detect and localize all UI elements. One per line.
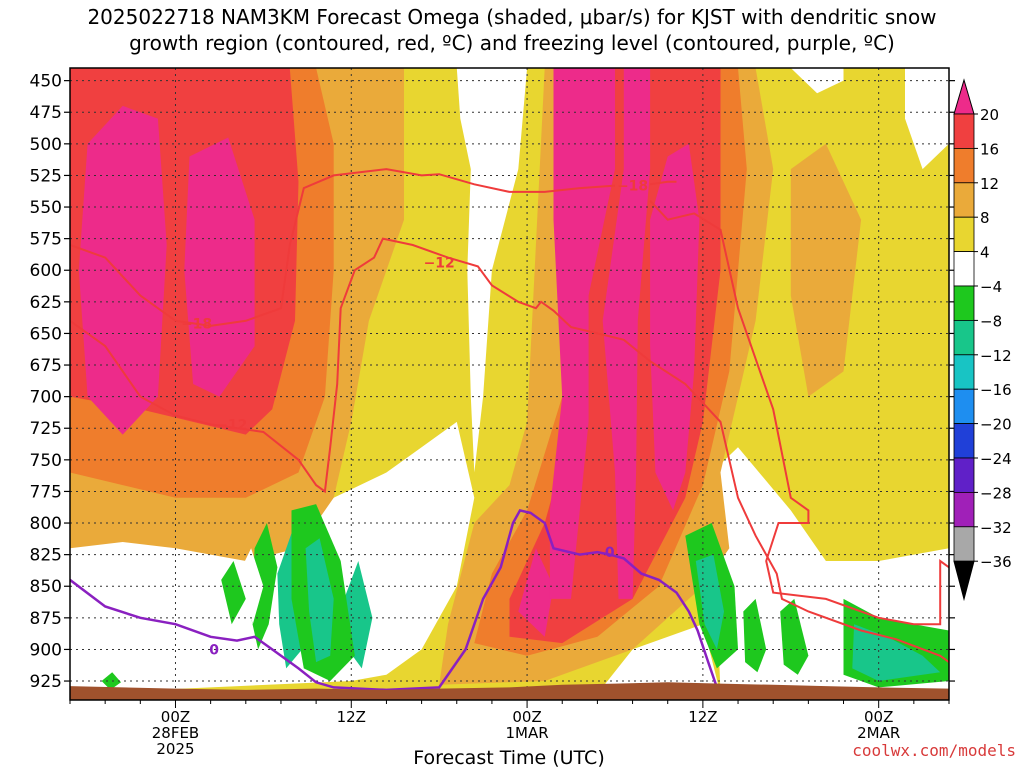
x-tick-label-0: 00Z: [161, 708, 190, 726]
dgz-contour-3: [70, 237, 949, 663]
colorbar-label-11: −28: [980, 484, 1012, 502]
dgz-contour-label-0: −18: [181, 316, 212, 332]
omega-weak-region-5: [790, 68, 844, 94]
omega-downward-region-1: [305, 538, 334, 663]
y-tick-label-625: 625: [30, 293, 62, 313]
x-tick-date-40: 2MAR: [857, 724, 900, 742]
colorbar-label-9: −20: [980, 416, 1012, 434]
x-tick-label-10: 12Z: [337, 708, 366, 726]
y-tick-label-450: 450: [30, 72, 62, 92]
colorbar-bin-4: [953, 216, 975, 252]
y-tick-label-875: 875: [30, 609, 62, 629]
y-tick-label-800: 800: [30, 514, 62, 534]
omega-weak-region-4: [597, 624, 721, 694]
omega-region-10: [602, 68, 651, 599]
dgz-contour-2: [649, 200, 949, 626]
omega-region-11: [650, 143, 700, 511]
dgz-contour-label-1: −18: [617, 179, 648, 195]
colorbar-bin-10: [953, 423, 975, 459]
colorbar-label-3: 8: [980, 209, 990, 227]
colorbar-top-arrow: [953, 78, 975, 115]
y-tick-label-675: 675: [30, 356, 62, 376]
colorbar-label-4: 4: [980, 244, 990, 262]
colorbar-bin-1: [953, 113, 975, 149]
omega-region-16: [412, 478, 448, 542]
colorbar-bin-9: [953, 388, 975, 425]
omega-region-9: [549, 68, 615, 599]
omega-downward-region-4: [743, 598, 767, 673]
omega-downward-region-5: [780, 598, 809, 675]
dgz-contour-1: [649, 180, 677, 186]
y-tick-label-725: 725: [30, 419, 62, 439]
freezing-level-contour: [70, 508, 725, 695]
omega-region-13: [368, 606, 404, 669]
y-tick-label-775: 775: [30, 482, 62, 502]
dgz-contour-label-4: −12: [424, 256, 455, 272]
y-tick-label-925: 925: [30, 672, 62, 692]
omega-region-20: [221, 561, 246, 625]
y-tick-label-575: 575: [30, 230, 62, 250]
x-tick-year-0: 2025: [156, 740, 194, 758]
omega-region-3: [78, 105, 167, 435]
colorbar-label-5: −4: [980, 278, 1002, 296]
y-tick-label-650: 650: [30, 324, 62, 344]
omega-weak-region-2: [456, 68, 528, 473]
plot-frame: [69, 67, 950, 701]
y-tick-label-850: 850: [30, 577, 62, 597]
colorbar-label-13: −36: [980, 553, 1012, 571]
colorbar-label-2: 12: [980, 175, 999, 193]
y-tick-label-525: 525: [30, 166, 62, 186]
y-tick-label-500: 500: [30, 135, 62, 155]
x-tick-label-30: 12Z: [688, 708, 717, 726]
omega-region-19: [101, 672, 121, 690]
omega-region-4: [184, 137, 255, 397]
x-axis-label: Forecast Time (UTC): [413, 747, 604, 768]
x-tick-label-40: 00Z: [864, 708, 893, 726]
colorbar-bin-2: [953, 147, 975, 184]
colorbar-bin-11: [953, 457, 975, 493]
colorbar-label-8: −16: [980, 381, 1012, 399]
y-tick-label-750: 750: [30, 451, 62, 471]
colorbar-bin-7: [953, 319, 975, 356]
x-tick-label-20: 00Z: [512, 708, 541, 726]
freezing-level-label-2: 0: [605, 545, 615, 561]
colorbar-bin-8: [953, 354, 975, 390]
colorbar-bin-3: [953, 182, 975, 218]
source-credit: coolwx.com/models: [852, 741, 1016, 760]
colorbar-label-10: −24: [980, 450, 1012, 468]
colorbar-bottom-arrow: [953, 560, 975, 602]
y-tick-label-825: 825: [30, 546, 62, 566]
colorbar-label-0: 20: [980, 106, 999, 124]
y-tick-label-700: 700: [30, 388, 62, 408]
colorbar-label-6: −8: [980, 312, 1002, 330]
y-tick-label-550: 550: [30, 198, 62, 218]
x-tick-date-20: 1MAR: [505, 724, 548, 742]
omega-downward-region-7: [852, 624, 941, 681]
dgz-contour-0: [70, 168, 616, 327]
chart-title-line-1: 2025022718 NAM3KM Forecast Omega (shaded…: [87, 5, 937, 29]
colorbar-bin-13: [953, 526, 975, 562]
x-tick-date-0: 28FEB: [152, 724, 199, 742]
dgz-contour-label-3: −12: [216, 417, 247, 433]
colorbar-label-7: −12: [980, 347, 1012, 365]
terrain-ground: [70, 682, 949, 700]
chart-title-line-2: growth region (contoured, red, ºC) and f…: [129, 31, 895, 55]
colorbar-label-1: 16: [980, 140, 999, 158]
freezing-level-label: 0: [209, 642, 219, 658]
colorbar-bin-12: [953, 491, 975, 528]
y-tick-label-475: 475: [30, 103, 62, 123]
colorbar-bin-5: [953, 251, 975, 287]
y-tick-label-900: 900: [30, 640, 62, 660]
y-tick-label-600: 600: [30, 261, 62, 281]
colorbar-bin-6: [953, 285, 975, 321]
colorbar-label-12: −32: [980, 519, 1012, 537]
